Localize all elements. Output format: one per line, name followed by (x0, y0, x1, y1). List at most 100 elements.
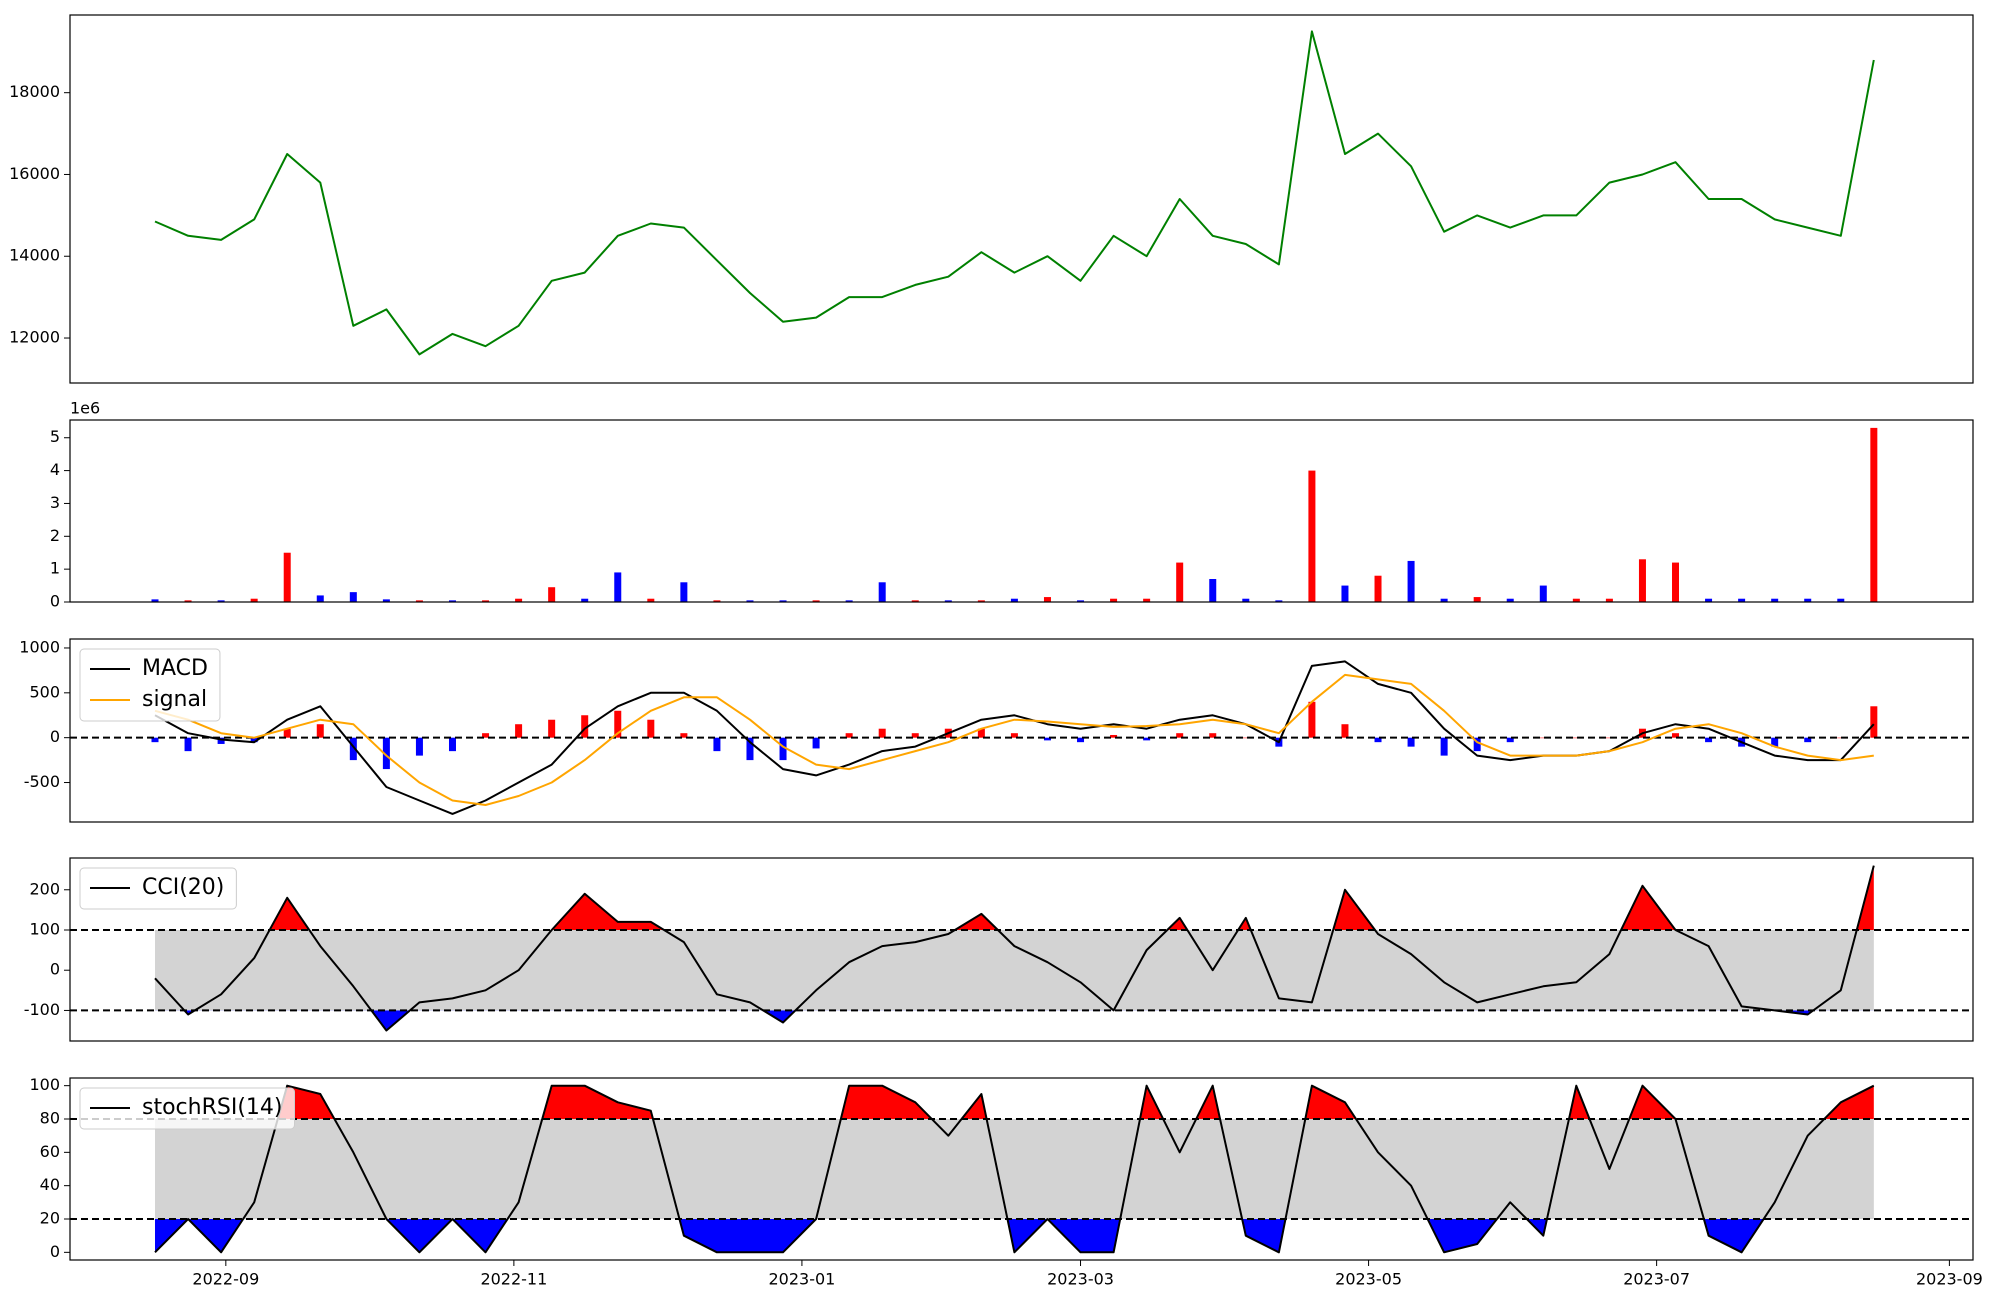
panel: -500 0 500 1000 MACD signal (19, 637, 1974, 823)
y-tick-label: 1000 (19, 637, 60, 656)
y-tick-label: 0 (50, 727, 60, 746)
y-tick-label: 40 (40, 1175, 60, 1194)
volume-bar (1572, 598, 1580, 602)
overbought-fill (154, 865, 1874, 930)
volume-bar (415, 600, 423, 602)
histogram-bar (217, 737, 225, 744)
volume-bar (647, 598, 655, 602)
histogram-bar (1043, 737, 1051, 741)
y-tick-label: 3 (50, 493, 60, 512)
neutral-band (154, 1119, 1874, 1219)
y-tick-label: 0 (50, 592, 60, 611)
x-tick-label: 2023-07 (1623, 1270, 1690, 1289)
y-tick-label: 14000 (9, 246, 60, 265)
histogram-bar (184, 737, 192, 752)
histogram-bar (779, 737, 787, 761)
series-line (154, 1084, 1875, 1254)
histogram-bar (1672, 733, 1680, 738)
series-line (154, 865, 1875, 1032)
panel: 12000 14000 16000 18000 (9, 14, 1974, 384)
volume-bar (1539, 585, 1547, 602)
volume-bar (812, 600, 820, 602)
legend-label: signal (142, 687, 207, 712)
series-line (154, 30, 1875, 356)
histogram-bar (349, 737, 357, 761)
histogram-bar (1572, 737, 1580, 739)
legend-label: stochRSI(14) (142, 1095, 283, 1120)
y-tick-label: 500 (29, 682, 60, 701)
volume-bar (1176, 562, 1184, 602)
histogram-bar (250, 737, 258, 743)
histogram-bar (1374, 737, 1382, 743)
y-tick-label: 0 (50, 1242, 60, 1261)
volume-bar (316, 595, 324, 602)
legend: CCI(20) (79, 867, 237, 910)
y-tick-label: 18000 (9, 82, 60, 101)
volume-bar (382, 599, 390, 602)
plot-frame (69, 14, 1974, 384)
volume-bar (977, 600, 985, 602)
volume-bar (548, 587, 556, 602)
histogram-bar (1110, 734, 1118, 738)
histogram-bar (1837, 737, 1845, 739)
y-tick-label: -500 (24, 772, 60, 791)
x-tick-label: 2023-09 (1916, 1270, 1983, 1289)
histogram-bar (614, 710, 622, 738)
y-tick-label: 100 (29, 919, 60, 938)
y-tick-label: 0 (50, 960, 60, 979)
histogram-bar (647, 719, 655, 738)
volume-bar (1506, 598, 1514, 602)
volume-bar (515, 598, 523, 602)
histogram-bar (1771, 737, 1779, 747)
y-tick-label: 60 (40, 1142, 60, 1161)
histogram-bar (1804, 737, 1812, 743)
y-tick-label: 20 (40, 1209, 60, 1228)
legend: stochRSI(14) (79, 1087, 295, 1130)
volume-bar (944, 600, 952, 602)
y-tick-label: 5 (50, 427, 60, 446)
volume-bar (581, 598, 589, 602)
histogram-bar (1440, 737, 1448, 756)
plot-frame (69, 1077, 1974, 1261)
panel: -100 0 100 200 CCI(20) (24, 857, 1974, 1042)
histogram-bar (713, 737, 721, 752)
x-tick-label: 2022-09 (192, 1270, 259, 1289)
panel: 0 1 2 3 4 5 1e6 (50, 399, 1974, 611)
plot-frame (69, 419, 1974, 603)
volume-bar (614, 572, 622, 602)
y-tick-label: 1 (50, 559, 60, 578)
histogram-bar (1176, 733, 1184, 738)
plot-frame (69, 857, 1974, 1042)
histogram-bar (1407, 737, 1415, 747)
volume-bar (1473, 597, 1481, 602)
volume-bar (878, 582, 886, 602)
histogram-bar (515, 724, 523, 738)
volume-bar (779, 600, 787, 602)
neutral-band (154, 929, 1874, 1011)
legend-label: CCI(20) (142, 875, 224, 900)
volume-bar (482, 600, 490, 602)
histogram-bar (1705, 737, 1713, 743)
volume-bar (1077, 600, 1085, 602)
histogram-bar (1506, 737, 1514, 743)
histogram-bar (448, 737, 456, 752)
volume-bar (1605, 598, 1613, 602)
volume-bar (151, 599, 159, 602)
volume-bar (746, 600, 754, 602)
histogram-bar (548, 719, 556, 738)
volume-bar (1110, 598, 1118, 602)
overbought-fill (154, 1085, 1874, 1119)
histogram-bar (845, 733, 853, 738)
volume-bar (1407, 560, 1415, 602)
histogram-bar (1341, 724, 1349, 738)
histogram-bar (1539, 737, 1547, 739)
legend-box (79, 648, 221, 722)
series-line (154, 673, 1874, 806)
volume-bar (283, 552, 291, 602)
volume-bar (1440, 598, 1448, 602)
volume-bar (1738, 598, 1746, 602)
volume-bar (1837, 598, 1845, 602)
y-tick-label: 4 (50, 460, 60, 479)
legend-label: MACD (142, 656, 208, 681)
